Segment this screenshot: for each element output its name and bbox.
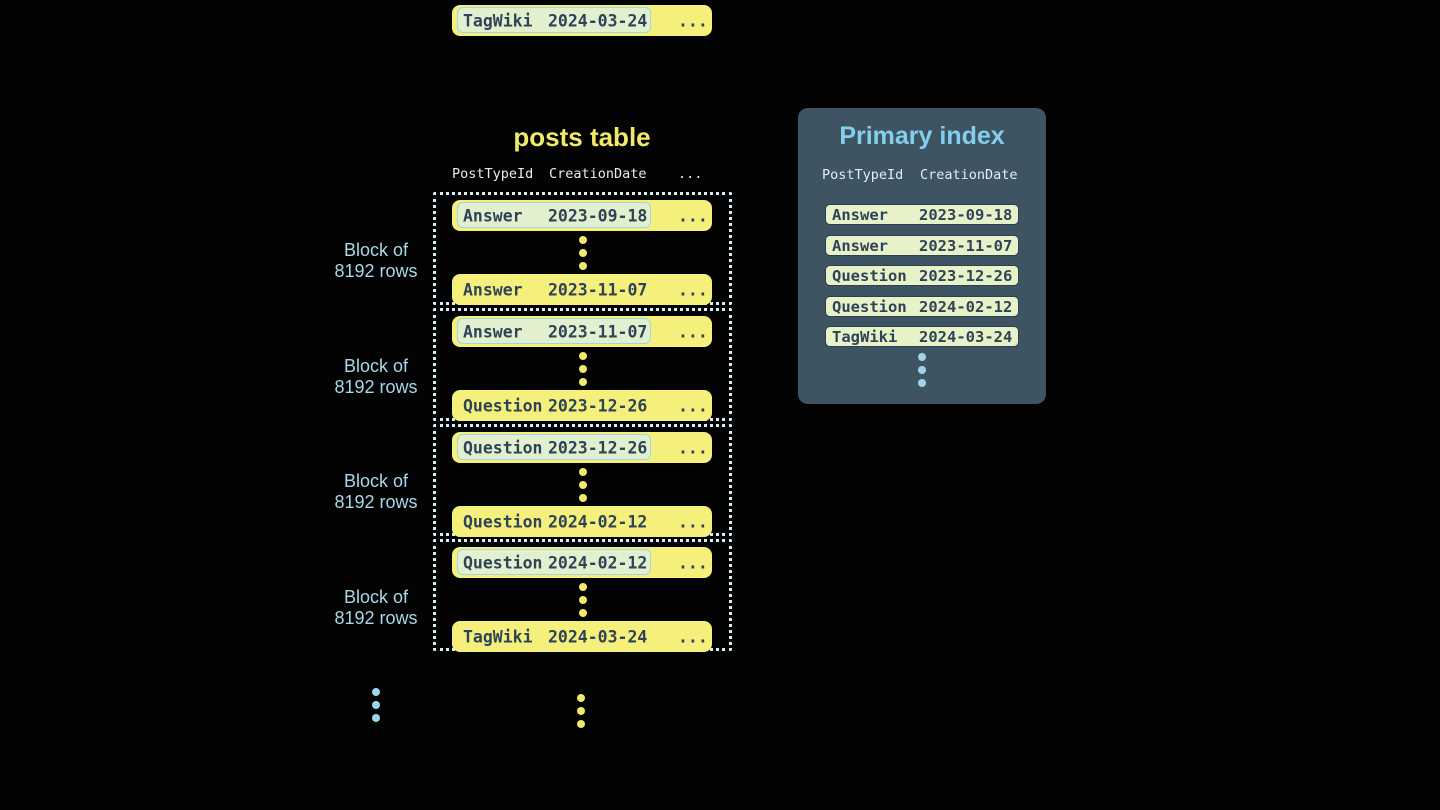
index-row: Question 2024-02-12	[825, 296, 1019, 317]
block-size-label: Block of 8192 rows	[316, 240, 436, 282]
cell-creationdate: 2023-11-07	[548, 322, 648, 341]
cell-creationdate: 2024-03-24	[548, 11, 648, 30]
index-row: Answer 2023-11-07	[825, 235, 1019, 256]
primary-index-panel: Primary index PostTypeId CreationDate An…	[798, 108, 1046, 404]
row-highlight	[457, 318, 651, 344]
cell-more: ...	[678, 206, 708, 225]
cell-creationdate: 2023-09-18	[548, 206, 648, 225]
rows-ellipsis-icon	[578, 468, 587, 507]
table-row-last: Answer 2023-11-07 ...	[452, 274, 712, 305]
header-creationdate: CreationDate	[549, 166, 647, 182]
table-row-first: Answer 2023-09-18 ...	[452, 200, 712, 231]
table-continues-ellipsis-icon	[577, 694, 585, 733]
block-label-line2: 8192 rows	[334, 377, 418, 397]
cell-posttypeid: Question	[463, 438, 543, 457]
cell-posttypeid: Question	[463, 553, 543, 572]
cell-posttypeid: Question	[832, 266, 907, 285]
posts-table-title: posts table	[513, 122, 651, 152]
index-row: Question 2023-12-26	[825, 265, 1019, 286]
header-posttypeid: PostTypeId	[452, 166, 534, 182]
cell-creationdate: 2023-12-26	[548, 396, 648, 415]
table-row-last: Question 2024-02-12 ...	[452, 506, 712, 537]
row-highlight	[457, 549, 651, 575]
cell-posttypeid: Question	[463, 512, 543, 531]
table-row-last: Question 2023-12-26 ...	[452, 390, 712, 421]
cell-creationdate: 2023-09-18	[919, 205, 1013, 224]
block-label-line1: Block of	[343, 587, 409, 607]
block-label-line1: Block of	[343, 240, 409, 260]
cell-creationdate: 2023-12-26	[548, 438, 648, 457]
cell-creationdate: 2023-11-07	[919, 236, 1013, 255]
table-row-first: Answer 2023-11-07 ...	[452, 316, 712, 347]
cell-posttypeid: TagWiki	[463, 11, 533, 30]
cell-creationdate: 2023-12-26	[919, 266, 1013, 285]
block-label-line2: 8192 rows	[334, 261, 418, 281]
cell-posttypeid: Answer	[832, 236, 888, 255]
cell-posttypeid: TagWiki	[463, 627, 533, 646]
cell-creationdate: 2024-02-12	[919, 297, 1013, 316]
row-highlight	[457, 434, 651, 460]
cell-posttypeid: Answer	[463, 322, 523, 341]
overflow-row: TagWiki 2024-03-24 ...	[452, 5, 712, 36]
header-creationdate: CreationDate	[920, 167, 1018, 183]
cell-posttypeid: TagWiki	[832, 327, 898, 346]
cell-more: ...	[678, 438, 708, 457]
cell-more: ...	[678, 553, 708, 572]
cell-creationdate: 2024-03-24	[919, 327, 1013, 346]
table-row-first: Question 2023-12-26 ...	[452, 432, 712, 463]
cell-more: ...	[678, 280, 708, 299]
index-continues-ellipsis-icon	[918, 353, 926, 392]
row-highlight	[457, 202, 651, 228]
cell-more: ...	[678, 11, 708, 30]
cell-posttypeid: Question	[832, 297, 907, 316]
row-block-1: Answer 2023-09-18 ... Answer 2023-11-07 …	[433, 192, 732, 305]
cell-creationdate: 2024-02-12	[548, 512, 648, 531]
row-block-3: Question 2023-12-26 ... Question 2024-02…	[433, 424, 732, 537]
block-size-label: Block of 8192 rows	[316, 356, 436, 398]
row-highlight	[457, 7, 651, 33]
cell-creationdate: 2023-11-07	[548, 280, 648, 299]
block-label-line2: 8192 rows	[334, 492, 418, 512]
row-block-2: Answer 2023-11-07 ... Question 2023-12-2…	[433, 308, 732, 421]
cell-posttypeid: Question	[463, 396, 543, 415]
table-row-first: Question 2024-02-12 ...	[452, 547, 712, 578]
header-posttypeid: PostTypeId	[822, 167, 904, 183]
cell-creationdate: 2024-02-12	[548, 553, 648, 572]
cell-posttypeid: Answer	[463, 206, 523, 225]
cell-posttypeid: Answer	[832, 205, 888, 224]
block-label-line1: Block of	[343, 356, 409, 376]
rows-ellipsis-icon	[578, 352, 587, 391]
header-more-columns: ...	[678, 166, 703, 182]
rows-ellipsis-icon	[578, 583, 587, 622]
cell-posttypeid: Answer	[463, 280, 523, 299]
blocks-continue-ellipsis-icon	[372, 688, 380, 727]
block-label-line2: 8192 rows	[334, 608, 418, 628]
block-size-label: Block of 8192 rows	[316, 587, 436, 629]
cell-more: ...	[678, 322, 708, 341]
row-block-4: Question 2024-02-12 ... TagWiki 2024-03-…	[433, 539, 732, 652]
table-row-last: TagWiki 2024-03-24 ...	[452, 621, 712, 652]
cell-more: ...	[678, 627, 708, 646]
cell-more: ...	[678, 512, 708, 531]
index-row: TagWiki 2024-03-24	[825, 326, 1019, 347]
rows-ellipsis-icon	[578, 236, 587, 275]
cell-creationdate: 2024-03-24	[548, 627, 648, 646]
index-row: Answer 2023-09-18	[825, 204, 1019, 225]
block-label-line1: Block of	[343, 471, 409, 491]
primary-index-title: Primary index	[839, 122, 1005, 150]
cell-more: ...	[678, 396, 708, 415]
block-size-label: Block of 8192 rows	[316, 471, 436, 513]
